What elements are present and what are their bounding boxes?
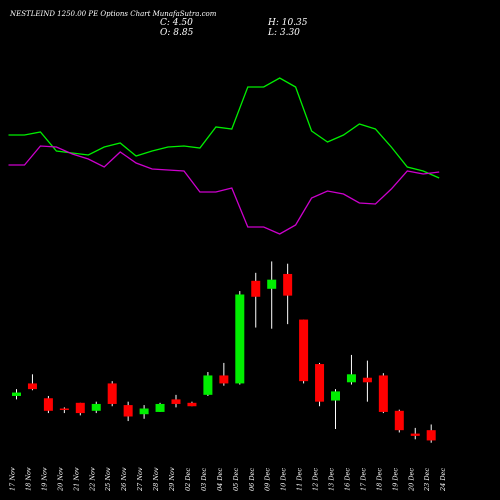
x-tick-label: 22 Nov	[88, 467, 96, 492]
candle-down	[299, 319, 309, 382]
candle-up	[91, 403, 101, 411]
candle-up	[155, 403, 165, 412]
x-tick-label: 19 Dec	[391, 468, 399, 491]
x-tick-label: 11 Dec	[296, 468, 304, 491]
candle-up	[235, 294, 245, 384]
candle-up	[346, 374, 356, 383]
x-tick-label: 20 Dec	[407, 468, 415, 492]
candle-down	[187, 402, 197, 407]
indicator-line-2	[8, 145, 440, 235]
x-tick-label: 23 Dec	[423, 468, 431, 492]
x-tick-label: 26 Nov	[120, 467, 128, 492]
indicator-line-1	[8, 77, 440, 179]
x-tick-label: 09 Dec	[264, 468, 272, 491]
x-tick-label: 03 Dec	[200, 468, 208, 491]
x-tick-label: 27 Nov	[136, 467, 144, 492]
candle-up	[139, 408, 149, 415]
x-tick-label: 04 Dec	[216, 468, 224, 491]
x-tick-label: 24 Dec	[439, 468, 447, 492]
x-tick-label: 05 Dec	[232, 468, 240, 491]
candle-down	[171, 399, 181, 404]
x-tick-label: 02 Dec	[184, 468, 192, 491]
x-tick-label: 29 Nov	[168, 467, 176, 492]
x-tick-label: 28 Nov	[152, 467, 160, 492]
candle-down	[315, 364, 325, 402]
x-tick-label: 06 Dec	[248, 468, 256, 491]
x-tick-label: 18 Nov	[24, 467, 32, 491]
x-tick-label: 16 Dec	[343, 468, 351, 491]
candle-down	[283, 273, 293, 296]
candle-down	[107, 383, 117, 404]
candle-down	[362, 377, 372, 383]
candle-down	[410, 433, 420, 436]
x-tick-label: 25 Nov	[104, 467, 112, 492]
x-tick-label: 20 Nov	[56, 467, 64, 492]
high-value: H: 10.35	[268, 18, 308, 28]
chart-title: NESTLEIND 1250.00 PE Options Chart Munaf…	[10, 10, 217, 18]
candle-up	[12, 392, 21, 396]
candle-down	[75, 402, 85, 414]
candle-down	[394, 410, 404, 431]
candle-up	[203, 375, 213, 395]
candle-down	[59, 408, 69, 411]
x-tick-label: 12 Dec	[312, 468, 320, 491]
x-tick-label: 17 Nov	[9, 467, 17, 491]
candle-up	[331, 391, 340, 401]
x-tick-label: 10 Dec	[280, 468, 288, 491]
candle-up	[267, 279, 277, 289]
x-tick-label: 21 Nov	[72, 467, 80, 492]
candle-down	[426, 430, 436, 441]
candle-down	[27, 383, 37, 390]
x-tick-label: 19 Nov	[40, 467, 48, 491]
candle-down	[43, 398, 53, 411]
candle-down	[123, 405, 133, 417]
close-value: C: 4.50	[160, 18, 193, 28]
candle-down	[251, 280, 261, 297]
low-value: L: 3.30	[268, 28, 300, 38]
candle-down	[219, 375, 229, 384]
candle-down	[378, 375, 388, 412]
open-value: O: 8.85	[160, 28, 194, 38]
x-tick-label: 18 Dec	[375, 468, 383, 491]
x-tick-label: 13 Dec	[328, 468, 336, 491]
x-tick-label: 17 Dec	[359, 468, 367, 491]
